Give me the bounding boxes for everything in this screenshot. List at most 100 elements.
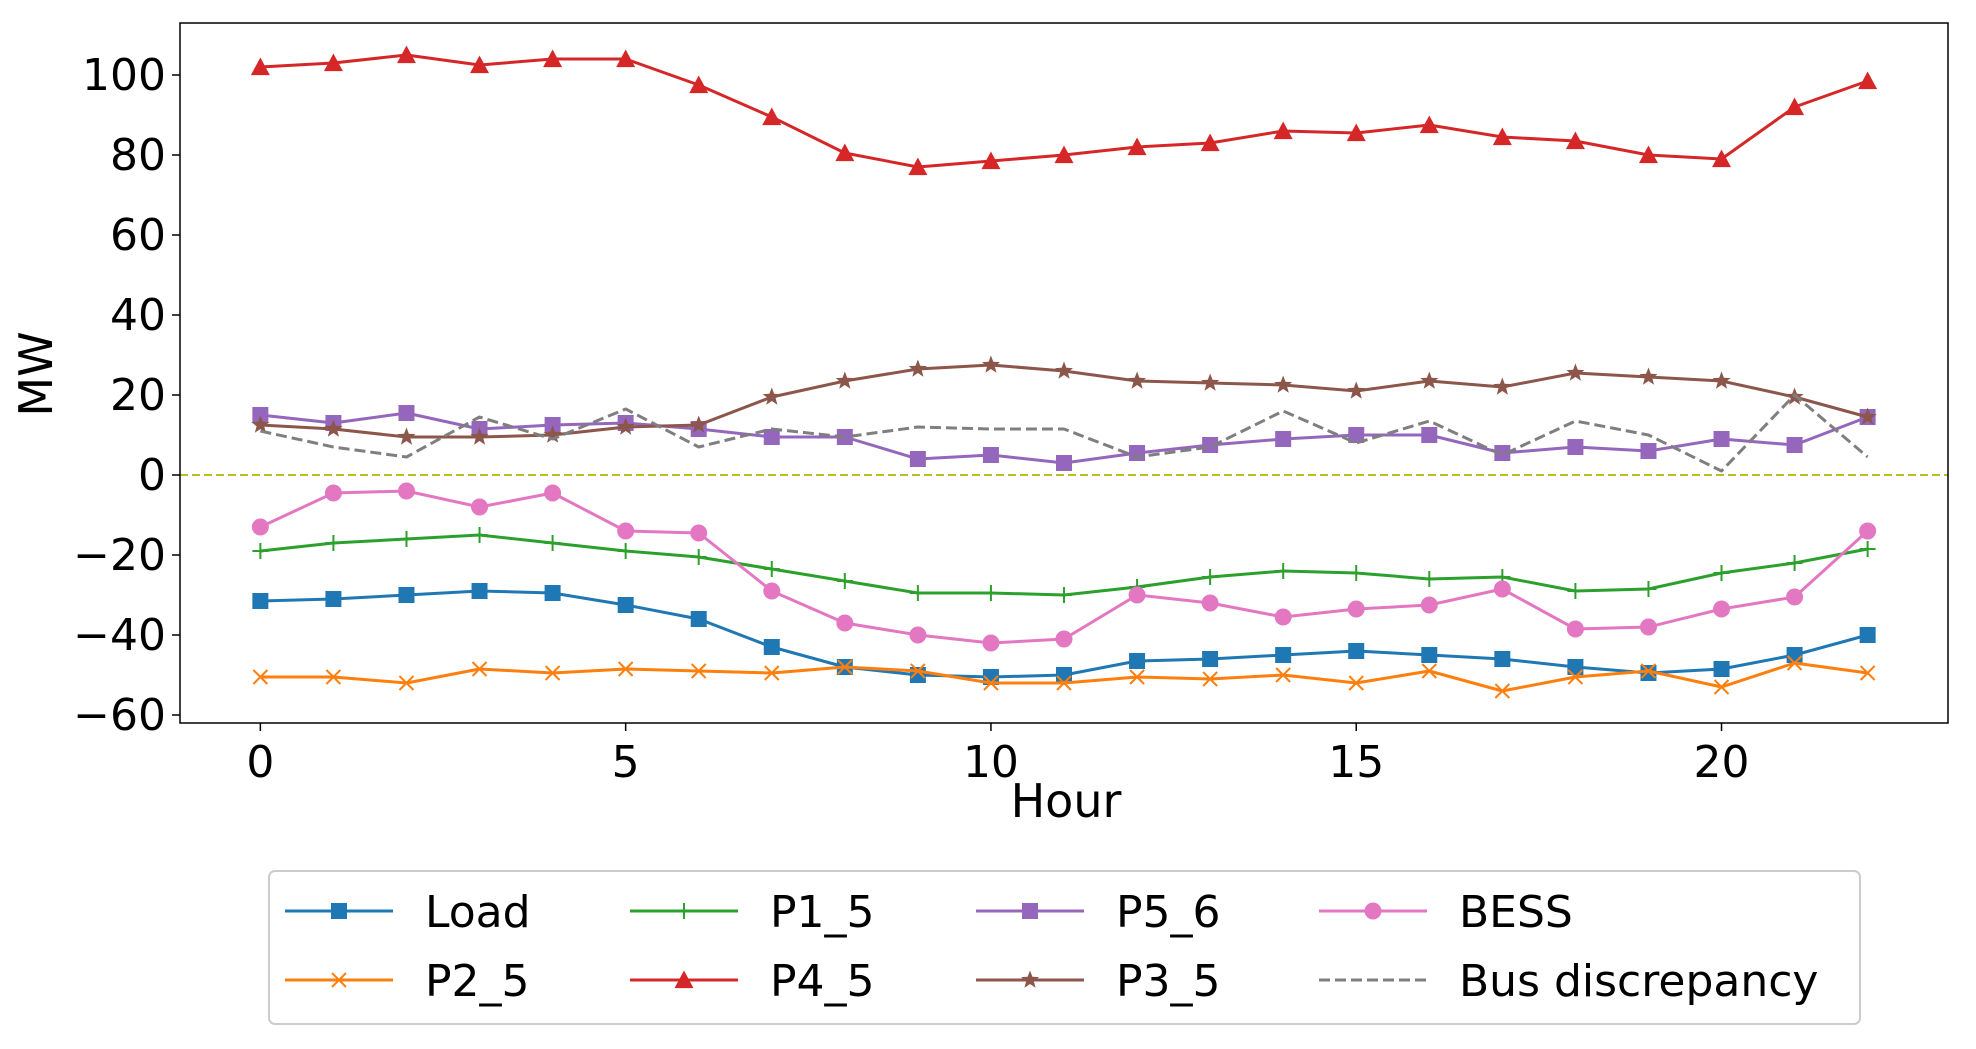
data-point-bess [1713, 600, 1731, 618]
data-point-p2-5 [983, 675, 999, 691]
data-point-p1-5 [690, 549, 707, 565]
data-point-load [1859, 627, 1876, 643]
legend-label-bus-discrepancy: Bus discrepancy [1459, 956, 1818, 1007]
data-point-p2-5 [398, 675, 415, 691]
legend-label-p2-5: P2_5 [425, 956, 530, 1007]
y-tick-label: 20 [110, 370, 166, 421]
data-point-bess [251, 518, 269, 536]
data-point-p4-5 [396, 45, 416, 64]
data-point-p2-5 [1202, 671, 1218, 687]
series-p5-6 [252, 405, 1876, 471]
data-point-p3-5 [1639, 367, 1658, 385]
data-point-p5-6 [763, 429, 780, 445]
data-point-p2-5 [1713, 679, 1730, 695]
data-point-p1-5 [1348, 565, 1365, 581]
data-point-p3-5 [1420, 371, 1439, 389]
data-point-bess [1566, 620, 1584, 638]
data-point-p4-5 [1638, 145, 1658, 164]
data-point-bess [397, 482, 415, 500]
data-point-p2-5 [471, 661, 488, 677]
data-point-load [1421, 647, 1438, 663]
data-point-p3-5 [908, 359, 927, 377]
data-point-p5-6 [1640, 443, 1657, 459]
data-point-p3-5 [1055, 361, 1073, 379]
data-point-p4-5 [1127, 137, 1147, 156]
series-p1-5 [252, 527, 1876, 603]
data-point-p3-5 [616, 417, 635, 435]
legend-label-bess: BESS [1459, 887, 1573, 938]
data-point-p2-5 [910, 663, 926, 679]
legend-label-p1-5: P1_5 [770, 887, 875, 938]
data-point-p1-5 [909, 585, 926, 601]
data-point-p4-5 [1346, 123, 1366, 142]
data-point-p3-5 [251, 415, 270, 433]
data-point-p5-6 [1494, 445, 1511, 461]
data-point-bess [836, 614, 854, 632]
legend-box [268, 870, 1861, 1025]
data-point-p3-5 [1858, 407, 1877, 425]
x-tick-label: 20 [1694, 737, 1750, 788]
y-tick-label: 80 [110, 130, 166, 181]
legend-item-p4-5: P4_5 [630, 956, 875, 1007]
data-point-p5-6 [1421, 427, 1438, 443]
data-point-p4-5 [1858, 71, 1878, 90]
data-point-p3-5 [762, 387, 781, 405]
data-point-p1-5 [252, 543, 269, 559]
data-point-p2-5 [252, 669, 269, 685]
data-point-p1-5 [1567, 583, 1584, 599]
y-tick-label: 100 [82, 50, 166, 101]
data-point-p5-6 [1129, 445, 1146, 461]
data-point-p4-5 [1200, 133, 1220, 152]
data-point-p3-5 [1566, 363, 1585, 381]
data-point-p5-6 [1713, 431, 1730, 447]
legend-label-p5-6: P5_6 [1116, 887, 1221, 938]
data-point-bess [1055, 630, 1073, 648]
data-point-bess [1347, 600, 1365, 618]
data-point-p4-5 [1785, 97, 1805, 116]
legend-marker-p4-5 [674, 970, 694, 989]
data-point-p2-5 [1786, 655, 1803, 671]
data-point-p3-5 [981, 355, 1000, 373]
data-point-p3-5 [835, 371, 854, 389]
data-point-bess [690, 524, 708, 542]
legend-label-p3-5: P3_5 [1116, 956, 1221, 1007]
x-tick-label: 10 [963, 737, 1019, 788]
data-point-bess [1274, 608, 1292, 626]
data-point-load [1494, 651, 1511, 667]
data-point-p5-6 [398, 405, 415, 421]
y-axis-label: MW [9, 331, 63, 416]
data-point-p4-5 [1712, 149, 1732, 168]
data-point-load [1275, 647, 1292, 663]
data-point-bess [909, 626, 927, 644]
data-point-p1-5 [1786, 555, 1803, 571]
data-point-bess [1786, 588, 1804, 606]
data-point-bess [1128, 586, 1146, 604]
data-point-p5-6 [982, 447, 999, 463]
legend-item-p1-5: P1_5 [630, 887, 875, 938]
data-point-bess [1639, 618, 1657, 636]
legend-marker-load [331, 903, 347, 919]
series-bus-discrepancy [260, 393, 1869, 473]
legend-item-bess: BESS [1319, 887, 1573, 938]
legend-marker-bess [1364, 902, 1382, 920]
y-tick-label: −40 [73, 610, 166, 661]
legend-item-p5-6: P5_6 [976, 887, 1221, 938]
data-point-p5-6 [1348, 427, 1365, 443]
data-point-p4-5 [981, 151, 1001, 170]
series-p2-5 [252, 655, 1876, 699]
data-point-p1-5 [1202, 569, 1219, 585]
data-point-p1-5 [1859, 541, 1876, 557]
data-point-bess [471, 498, 489, 516]
data-point-p4-5 [689, 75, 709, 94]
data-point-p4-5 [1419, 115, 1439, 134]
data-point-bess [1201, 594, 1219, 612]
data-point-p4-5 [908, 157, 928, 176]
data-point-load [763, 639, 780, 655]
data-point-load [471, 583, 488, 599]
data-point-p3-5 [543, 425, 562, 443]
data-point-p1-5 [763, 561, 780, 577]
data-point-load [1567, 659, 1584, 675]
data-point-p1-5 [836, 573, 853, 589]
y-tick-label: −20 [73, 530, 166, 581]
